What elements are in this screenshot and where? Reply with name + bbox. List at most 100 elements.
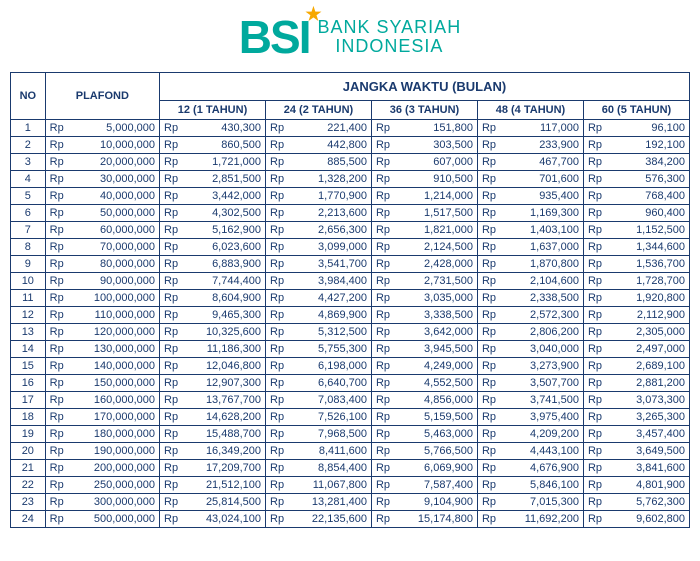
cell-no: 12 <box>11 307 46 324</box>
currency-label: Rp <box>482 309 498 321</box>
currency-label: Rp <box>482 394 498 406</box>
amount-value: 910,500 <box>392 173 473 185</box>
cell-period-2: Rp4,249,000 <box>371 358 477 375</box>
currency-label: Rp <box>164 156 180 168</box>
table-row: 12Rp110,000,000Rp9,465,300Rp4,869,900Rp3… <box>11 307 690 324</box>
cell-period-2: Rp3,035,000 <box>371 290 477 307</box>
amount-value: 430,300 <box>180 122 261 134</box>
currency-label: Rp <box>482 156 498 168</box>
header-period-4: 60 (5 TAHUN) <box>583 101 689 120</box>
cell-no: 24 <box>11 511 46 528</box>
table-row: 6Rp50,000,000Rp4,302,500Rp2,213,600Rp1,5… <box>11 205 690 222</box>
amount-value: 40,000,000 <box>66 190 155 202</box>
table-row: 8Rp70,000,000Rp6,023,600Rp3,099,000Rp2,1… <box>11 239 690 256</box>
cell-period-3: Rp2,104,600 <box>477 273 583 290</box>
currency-label: Rp <box>270 513 286 525</box>
cell-period-2: Rp5,766,500 <box>371 443 477 460</box>
cell-period-4: Rp768,400 <box>583 188 689 205</box>
cell-plafond: Rp90,000,000 <box>45 273 159 290</box>
cell-period-4: Rp1,536,700 <box>583 256 689 273</box>
amount-value: 200,000,000 <box>66 462 155 474</box>
amount-value: 300,000,000 <box>66 496 155 508</box>
cell-period-0: Rp8,604,900 <box>160 290 266 307</box>
currency-label: Rp <box>164 207 180 219</box>
amount-value: 1,920,800 <box>604 292 685 304</box>
cell-period-2: Rp6,069,900 <box>371 460 477 477</box>
cell-period-1: Rp3,099,000 <box>266 239 372 256</box>
cell-plafond: Rp110,000,000 <box>45 307 159 324</box>
cell-no: 16 <box>11 375 46 392</box>
header-period-0: 12 (1 TAHUN) <box>160 101 266 120</box>
amount-value: 10,325,600 <box>180 326 261 338</box>
cell-period-4: Rp9,602,800 <box>583 511 689 528</box>
currency-label: Rp <box>50 326 66 338</box>
currency-label: Rp <box>588 360 604 372</box>
cell-plafond: Rp100,000,000 <box>45 290 159 307</box>
currency-label: Rp <box>376 479 392 491</box>
currency-label: Rp <box>50 411 66 423</box>
currency-label: Rp <box>482 139 498 151</box>
amount-value: 3,649,500 <box>604 445 685 457</box>
amount-value: 2,428,000 <box>392 258 473 270</box>
amount-value: 1,214,000 <box>392 190 473 202</box>
cell-period-2: Rp1,821,000 <box>371 222 477 239</box>
amount-value: 250,000,000 <box>66 479 155 491</box>
currency-label: Rp <box>164 462 180 474</box>
currency-label: Rp <box>376 326 392 338</box>
cell-period-0: Rp16,349,200 <box>160 443 266 460</box>
amount-value: 50,000,000 <box>66 207 155 219</box>
table-row: 5Rp40,000,000Rp3,442,000Rp1,770,900Rp1,2… <box>11 188 690 205</box>
amount-value: 2,881,200 <box>604 377 685 389</box>
cell-period-3: Rp1,870,800 <box>477 256 583 273</box>
currency-label: Rp <box>164 292 180 304</box>
amount-value: 3,035,000 <box>392 292 473 304</box>
cell-period-1: Rp11,067,800 <box>266 477 372 494</box>
cell-plafond: Rp300,000,000 <box>45 494 159 511</box>
amount-value: 3,442,000 <box>180 190 261 202</box>
table-row: 7Rp60,000,000Rp5,162,900Rp2,656,300Rp1,8… <box>11 222 690 239</box>
cell-period-1: Rp8,411,600 <box>266 443 372 460</box>
cell-period-3: Rp2,806,200 <box>477 324 583 341</box>
currency-label: Rp <box>376 428 392 440</box>
amount-value: 4,427,200 <box>286 292 367 304</box>
cell-period-1: Rp3,984,400 <box>266 273 372 290</box>
amount-value: 13,281,400 <box>286 496 367 508</box>
amount-value: 9,104,900 <box>392 496 473 508</box>
amount-value: 70,000,000 <box>66 241 155 253</box>
cell-period-3: Rp3,507,700 <box>477 375 583 392</box>
cell-plafond: Rp60,000,000 <box>45 222 159 239</box>
amount-value: 4,552,500 <box>392 377 473 389</box>
table-row: 22Rp250,000,000Rp21,512,100Rp11,067,800R… <box>11 477 690 494</box>
cell-period-2: Rp2,731,500 <box>371 273 477 290</box>
amount-value: 117,000 <box>498 122 579 134</box>
currency-label: Rp <box>50 156 66 168</box>
cell-no: 19 <box>11 426 46 443</box>
currency-label: Rp <box>482 326 498 338</box>
cell-period-1: Rp2,213,600 <box>266 205 372 222</box>
cell-plafond: Rp190,000,000 <box>45 443 159 460</box>
cell-no: 20 <box>11 443 46 460</box>
installment-table: NO PLAFOND JANGKA WAKTU (BULAN) 12 (1 TA… <box>10 72 690 528</box>
currency-label: Rp <box>50 241 66 253</box>
cell-period-0: Rp43,024,100 <box>160 511 266 528</box>
amount-value: 3,099,000 <box>286 241 367 253</box>
currency-label: Rp <box>588 445 604 457</box>
cell-period-4: Rp2,112,900 <box>583 307 689 324</box>
cell-period-1: Rp2,656,300 <box>266 222 372 239</box>
cell-period-0: Rp12,046,800 <box>160 358 266 375</box>
amount-value: 500,000,000 <box>66 513 155 525</box>
amount-value: 2,851,500 <box>180 173 261 185</box>
currency-label: Rp <box>376 224 392 236</box>
amount-value: 12,046,800 <box>180 360 261 372</box>
cell-period-3: Rp7,015,300 <box>477 494 583 511</box>
cell-plafond: Rp30,000,000 <box>45 171 159 188</box>
currency-label: Rp <box>270 275 286 287</box>
cell-plafond: Rp40,000,000 <box>45 188 159 205</box>
currency-label: Rp <box>270 496 286 508</box>
currency-label: Rp <box>164 275 180 287</box>
cell-plafond: Rp130,000,000 <box>45 341 159 358</box>
cell-period-2: Rp1,214,000 <box>371 188 477 205</box>
amount-value: 140,000,000 <box>66 360 155 372</box>
cell-period-0: Rp7,744,400 <box>160 273 266 290</box>
currency-label: Rp <box>270 343 286 355</box>
